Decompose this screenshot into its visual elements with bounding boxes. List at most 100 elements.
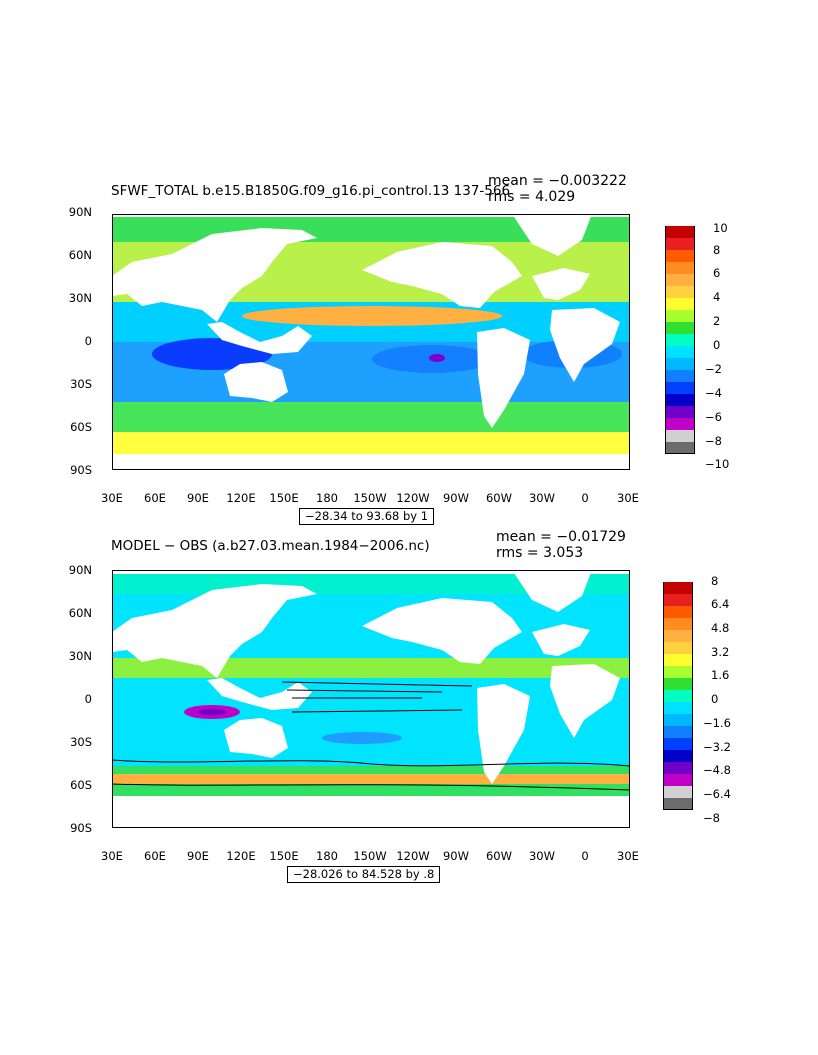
lon-label: 60E [144, 849, 166, 863]
colorbar-swatch [663, 630, 693, 642]
colorbar-swatch [663, 714, 693, 726]
lon-label: 90E [187, 849, 209, 863]
colorbar-tick-label: 6.4 [711, 597, 730, 611]
colorbar-tick-label: −8 [703, 811, 720, 825]
colorbar-swatch [665, 358, 695, 370]
colorbar-swatch [665, 382, 695, 394]
colorbar-swatch [665, 226, 695, 238]
lon-label: 30E [617, 849, 639, 863]
colorbar-swatch [665, 430, 695, 442]
lon-label: 30E [101, 849, 123, 863]
lon-label: 0 [581, 491, 589, 505]
colorbar-swatch [663, 582, 693, 594]
lat-label: 60N [68, 248, 92, 262]
lat-label: 90S [70, 821, 92, 835]
contour-range-label: −28.34 to 93.68 by 1 [299, 508, 435, 526]
lat-label: 90S [70, 463, 92, 477]
lat-label: 60S [70, 778, 92, 792]
colorbar-swatch [663, 786, 693, 798]
colorbar-swatch [663, 618, 693, 630]
lat-label: 90N [68, 563, 92, 577]
colorbar-tick-label: 0 [713, 338, 721, 352]
rms-value: rms = 3.053 [496, 545, 584, 561]
colorbar-swatch [663, 762, 693, 774]
lon-label: 150W [353, 849, 387, 863]
lat-label: 90N [68, 205, 92, 219]
lon-label: 60E [144, 491, 166, 505]
map-plot-bottom [112, 570, 630, 828]
colorbar: 8 6.4 4.8 3.2 1.6 0 −1.6 −3.2 −4.8 −6.4 … [663, 575, 813, 825]
lat-label: 30S [70, 735, 92, 749]
lat-label: 60S [70, 420, 92, 434]
colorbar-swatch [663, 654, 693, 666]
colorbar-swatch [665, 238, 695, 250]
colorbar-swatch [665, 418, 695, 430]
colorbar-tick-label: 4.8 [711, 621, 730, 635]
colorbar-swatch [665, 286, 695, 298]
colorbar-swatch [665, 250, 695, 262]
colorbar-swatch [665, 322, 695, 334]
lon-label: 120E [226, 849, 256, 863]
colorbar-tick-label: −8 [705, 434, 722, 448]
panel-title: MODEL − OBS (a.b27.03.mean.1984−2006.nc) [111, 538, 430, 554]
mean-value: mean = −0.01729 [496, 529, 626, 545]
colorbar-tick-label: 8 [713, 243, 721, 257]
colorbar-tick-label: 1.6 [711, 668, 730, 682]
colorbar-tick-label: 6 [713, 266, 721, 280]
lon-label: 150E [269, 491, 299, 505]
lon-label: 120W [396, 491, 430, 505]
colorbar-tick-label: 4 [713, 290, 721, 304]
lon-label: 120W [396, 849, 430, 863]
colorbar-swatch [665, 370, 695, 382]
colorbar: 10 8 6 4 2 0 −2 −4 −6 −8 −10 [665, 221, 805, 470]
colorbar-swatch [663, 690, 693, 702]
lon-label: 30E [617, 491, 639, 505]
lon-label: 90W [442, 491, 469, 505]
colorbar-swatch [665, 406, 695, 418]
ocean-field-map [112, 214, 630, 470]
colorbar-swatch [665, 262, 695, 274]
colorbar-swatch [663, 594, 693, 606]
lon-label: 90E [187, 491, 209, 505]
colorbar-swatch [665, 310, 695, 322]
lon-label: 150E [269, 849, 299, 863]
colorbar-tick-label: −10 [705, 457, 730, 471]
lon-label: 90W [442, 849, 469, 863]
colorbar-tick-label: −1.6 [703, 716, 731, 730]
map-frame-bottom [112, 570, 630, 828]
colorbar-tick-label: −6 [705, 410, 722, 424]
lon-label: 30W [528, 491, 555, 505]
map-panel-top: SFWF_TOTAL b.e15.B1850G.f09_g16.pi_contr… [68, 174, 805, 526]
contour-range-label: −28.026 to 84.528 by .8 [287, 866, 441, 884]
rms-value: rms = 4.029 [488, 189, 576, 205]
colorbar-swatch [665, 442, 695, 454]
map-frame-top [112, 214, 630, 470]
lon-label: 60W [485, 491, 512, 505]
lon-label: 30E [101, 491, 123, 505]
lon-label: 150W [353, 491, 387, 505]
colorbar-swatch [665, 346, 695, 358]
colorbar-swatch [665, 394, 695, 406]
colorbar-swatch [665, 298, 695, 310]
lon-label: 30W [528, 849, 555, 863]
lon-label: 120E [226, 491, 256, 505]
colorbar-tick-label: 10 [713, 221, 728, 235]
colorbar-swatch [663, 606, 693, 618]
colorbar-swatch [663, 798, 693, 810]
colorbar-swatch [663, 702, 693, 714]
map-plot-top [112, 214, 630, 470]
colorbar-tick-label: 2 [713, 314, 721, 328]
colorbar-swatch [663, 666, 693, 678]
colorbar-swatch [663, 774, 693, 786]
colorbar-tick-label: −4 [705, 386, 722, 400]
lat-label: 0 [84, 334, 92, 348]
colorbar-swatch [663, 678, 693, 690]
colorbar-tick-label: 0 [711, 692, 719, 706]
colorbar-tick-label: −3.2 [703, 740, 731, 754]
colorbar-swatch [665, 334, 695, 346]
colorbar-swatch [663, 642, 693, 654]
lat-label: 30N [68, 291, 92, 305]
colorbar-swatch [663, 738, 693, 750]
colorbar-tick-label: −2 [705, 362, 722, 376]
